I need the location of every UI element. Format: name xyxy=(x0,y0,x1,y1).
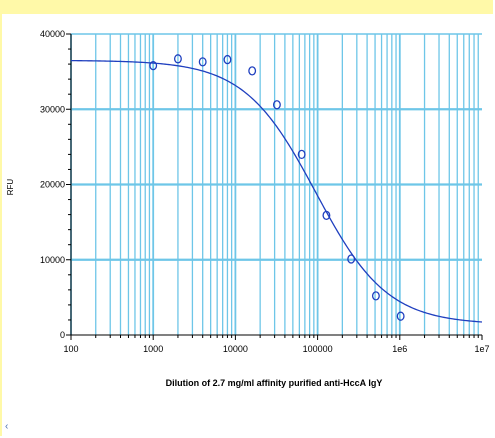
fit-curve xyxy=(70,59,483,323)
chart-grid xyxy=(70,33,482,335)
y-tick-label: 0 xyxy=(60,330,65,340)
data-point xyxy=(272,100,281,110)
x-tick-label: 100 xyxy=(63,344,78,354)
y-tick-label: 10000 xyxy=(40,255,65,265)
x-tick-label: 10000 xyxy=(223,344,248,354)
data-point xyxy=(297,149,306,160)
data-points-layer xyxy=(149,54,405,321)
x-axis-title: Dilution of 2.7 mg/ml affinity purified … xyxy=(166,378,383,388)
y-tick-label: 30000 xyxy=(40,104,65,114)
y-tick-label: 20000 xyxy=(40,180,65,190)
x-tick-label: 1e7 xyxy=(474,344,489,354)
y-tick-label: 40000 xyxy=(40,29,65,39)
data-point xyxy=(322,210,331,221)
data-point xyxy=(347,254,356,264)
chart-axes: 0 10000 20000 30000 40000 100 1000 10000 100000 1… xyxy=(40,29,490,354)
data-point xyxy=(223,54,232,65)
fit-curve-layer xyxy=(70,59,483,323)
data-point xyxy=(371,291,380,301)
x-tick-label: 1000 xyxy=(143,344,163,354)
data-point xyxy=(248,66,257,76)
axis-labels: Dilution of 2.7 mg/ml affinity purified … xyxy=(6,179,382,388)
data-point xyxy=(173,54,182,64)
data-point xyxy=(149,60,158,71)
data-point xyxy=(198,57,207,67)
x-tick-label: 100000 xyxy=(303,344,333,354)
y-axis-title: RFU xyxy=(6,179,15,196)
data-point xyxy=(396,311,405,321)
corner-mark: ‹ xyxy=(5,421,9,432)
x-tick-label: 1e6 xyxy=(392,344,407,354)
